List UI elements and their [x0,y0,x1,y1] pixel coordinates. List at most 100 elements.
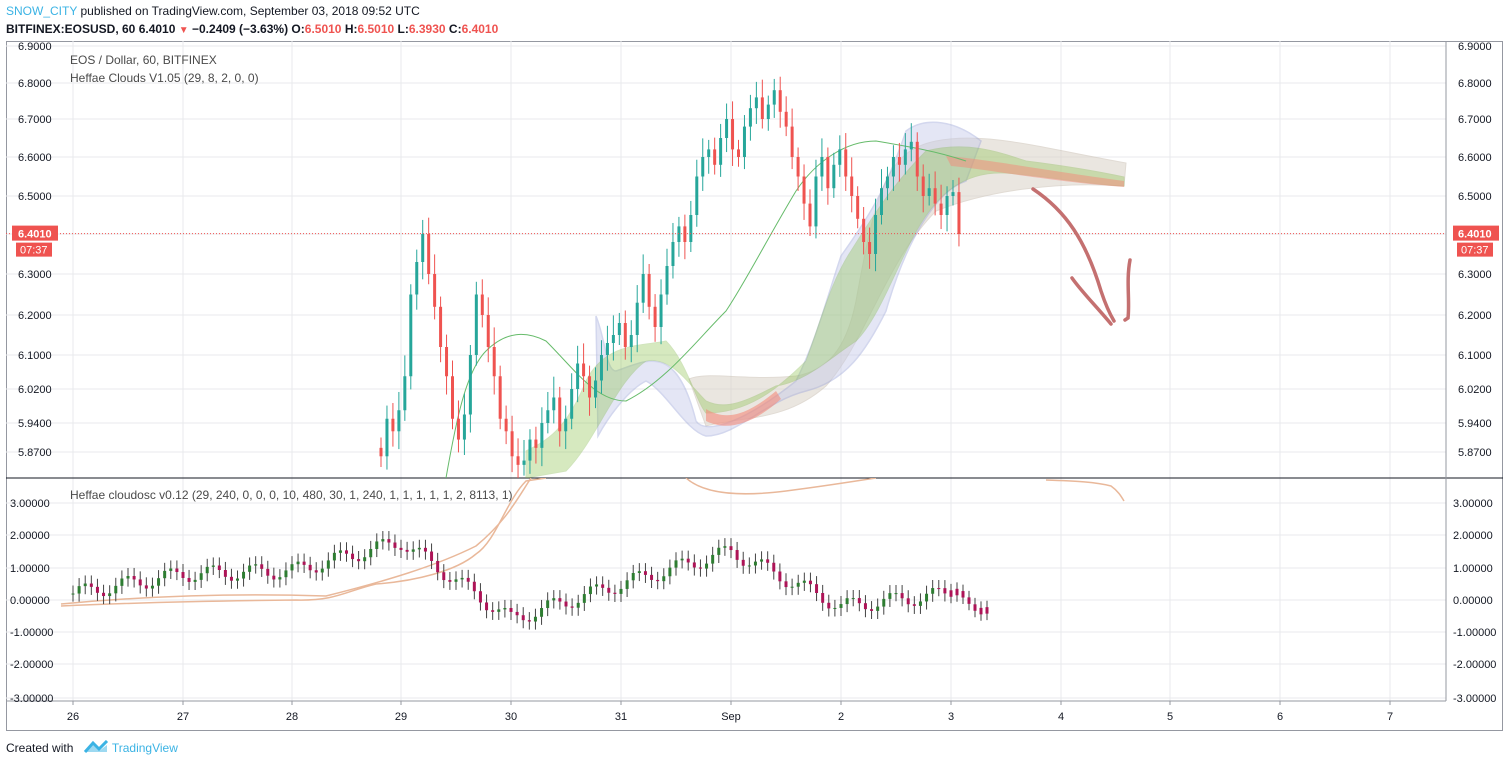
osc-body [747,565,751,567]
osc-body [302,561,306,565]
candle-body [939,203,943,215]
x-tick: 31 [615,711,627,723]
candle-body [760,97,764,119]
candle-body [528,439,532,461]
y-tick-left: 6.5000 [18,191,52,203]
candle-body [379,447,383,457]
osc-body [175,568,179,573]
osc-body [405,549,409,552]
y-tick-right: 5.9400 [1458,418,1492,430]
candle-body [707,149,711,157]
candle-body [796,157,800,177]
arrow-shaft [1031,187,1116,323]
main-pane [379,76,1127,478]
osc-body [912,604,916,606]
candle-body [605,343,609,355]
osc-body [436,560,440,573]
osc-body [595,584,599,587]
candle-body [439,306,443,347]
osc-body [278,577,282,580]
red-cloud-1 [706,391,781,426]
low-value: 6.3930 [408,22,446,36]
tradingview-link[interactable]: TradingView [111,741,178,755]
osc-tick-left: -1.00000 [10,627,53,639]
osc-body [338,550,342,553]
candle-body [451,376,454,419]
moving-average-line [445,140,967,478]
osc-body [242,571,246,579]
osc-body [399,547,403,550]
osc-body [144,585,148,589]
osc-body [680,558,684,561]
x-tick: 5 [1167,711,1173,723]
osc-body [157,578,161,586]
candle-body [814,176,818,227]
osc-body [588,586,592,595]
osc-body [430,551,434,561]
candle-body [486,315,490,347]
osc-body [83,583,87,587]
osc-body [827,602,831,609]
y-tick-right: 6.9000 [1458,41,1492,53]
osc-body [833,607,837,609]
candle-body [766,104,770,119]
osc-body [931,588,935,594]
candle-body [653,306,657,327]
osc-body [102,592,106,597]
candle-body [540,423,544,448]
osc-body [546,600,550,609]
candle-body [772,90,776,105]
candle-body [683,226,687,242]
high-value: 6.5010 [357,22,395,36]
osc-body [236,578,239,581]
main-indicator-legend: Heffae Clouds V1.05 (29, 8, 2, 0, 0) [70,71,259,85]
candle-body [433,274,437,307]
osc-body [478,591,482,603]
x-tick: 6 [1277,711,1283,723]
osc-body [509,607,513,612]
osc-body [423,547,427,552]
candle-body [474,294,478,355]
price-chart[interactable]: 6.9000 6.9000 6.8000 6.8000 6.7000 6.7000 6.60… [6,41,1503,731]
published-text: published on TradingView.com, September … [80,4,420,18]
osc-body [345,550,348,554]
osc-body [454,579,458,582]
osc-tick-left: -3.00000 [10,693,53,705]
candle-body [403,376,407,411]
osc-tick-right: -2.00000 [1453,659,1496,671]
osc-body [132,576,136,580]
candle-body [480,294,484,315]
candle-body [713,149,717,165]
osc-body [169,568,173,571]
candle-body [808,203,812,227]
countdown-badge-left [16,242,52,257]
osc-body [760,559,764,562]
osc-body [796,582,800,587]
osc-signal-line-3 [685,478,1125,502]
green-cloud [525,146,1125,478]
high-label: H: [344,22,358,36]
osc-body [686,558,690,563]
candle-body [659,294,663,327]
candle-body [546,410,550,423]
down-arrow-icon: ▼ [178,25,189,36]
osc-body [766,559,770,563]
candle-body [915,141,919,177]
osc-body [668,567,672,577]
y-tick-right: 6.0200 [1458,384,1492,396]
candle-body [826,157,830,189]
osc-body [442,572,446,581]
candle-body [552,397,556,411]
osc-tick-left: 3.00000 [10,498,50,510]
axis-labels: 6.9000 6.9000 6.8000 6.8000 6.7000 6.7000 6.60… [10,41,1496,723]
candle-body [391,418,395,432]
osc-body [95,586,99,593]
candle-body [504,418,508,432]
osc-body [223,570,227,577]
osc-candles [71,531,989,630]
open-label: O: [291,22,305,36]
y-tick-left: 6.0200 [18,384,52,396]
author-link[interactable]: SNOW_CITY [6,4,78,18]
osc-body [674,560,678,568]
osc-body [815,584,819,594]
